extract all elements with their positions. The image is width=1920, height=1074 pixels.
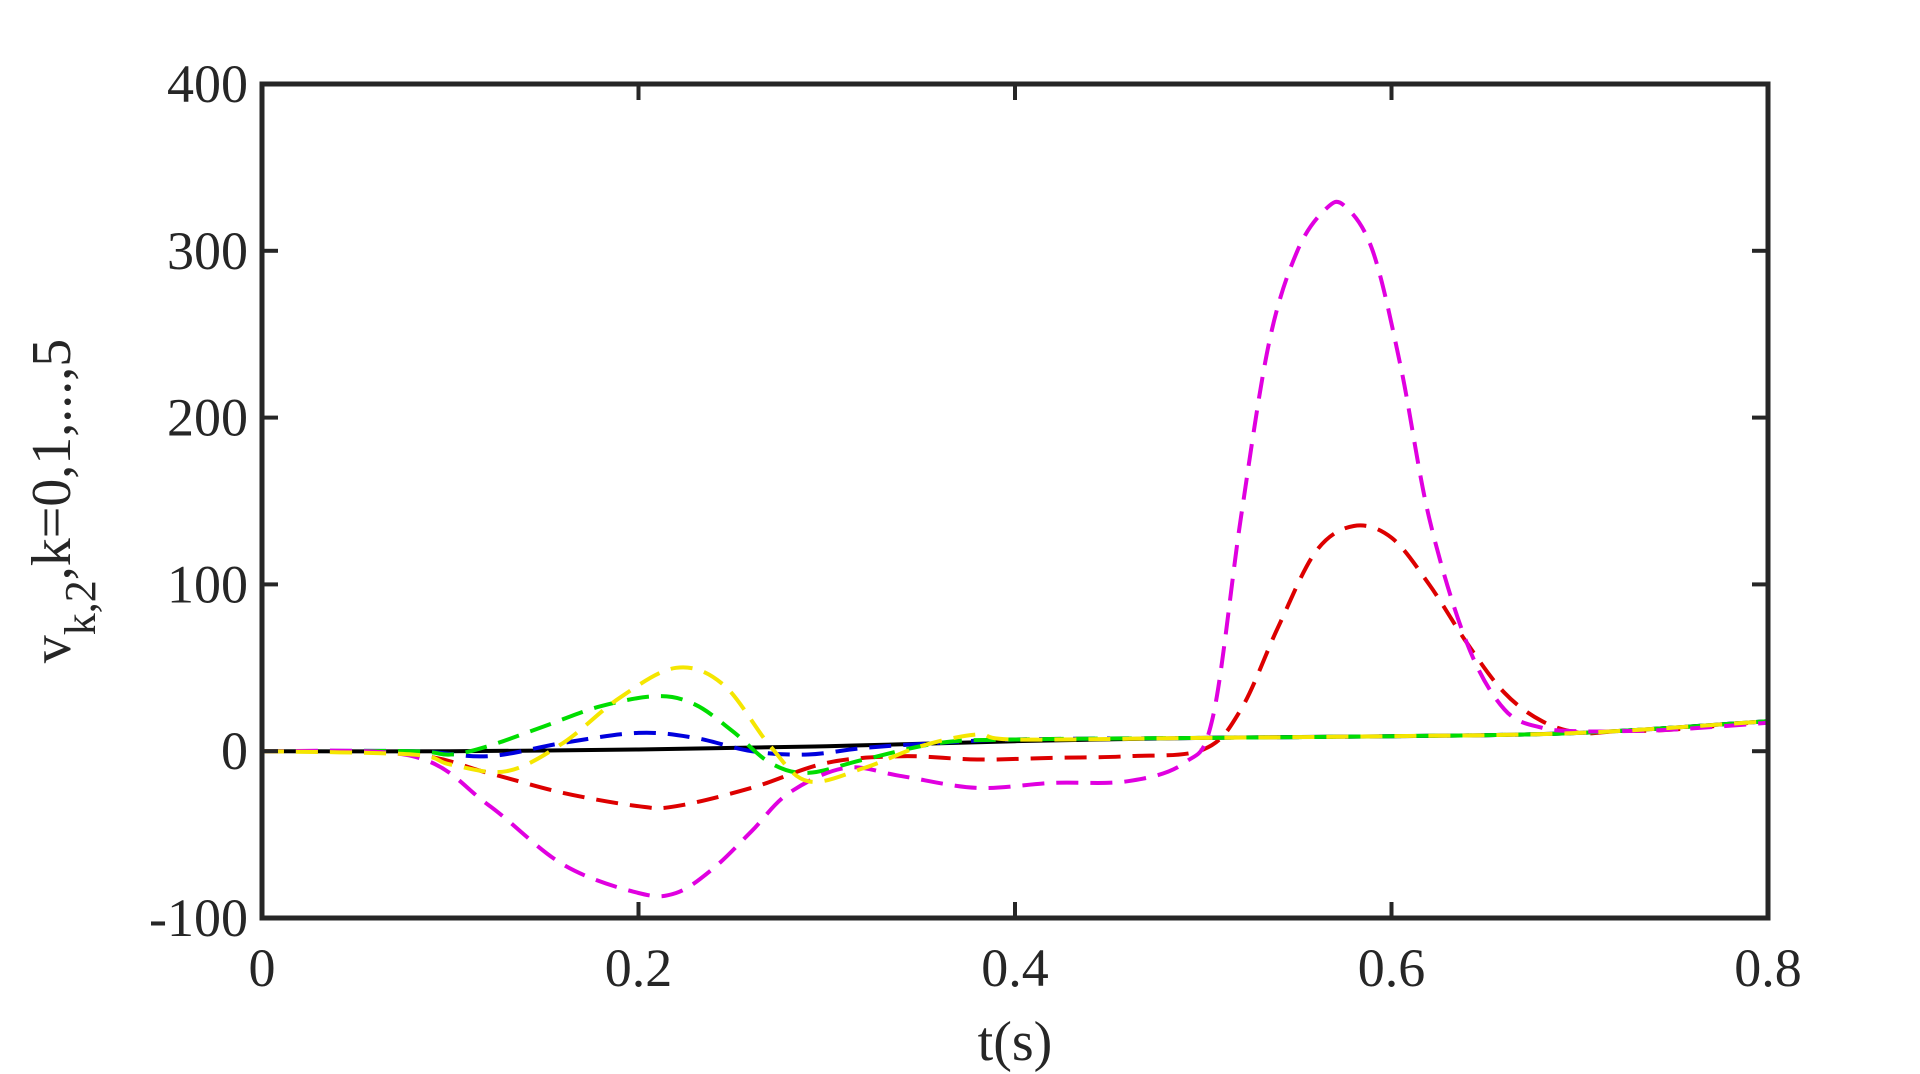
x-tick-label: 0 [249, 938, 276, 998]
plot-frame [259, 81, 1771, 921]
series-line-0 [261, 719, 1769, 754]
series-line-2 [261, 523, 1769, 811]
y-axis-label-base: v [21, 635, 83, 663]
series-line-4 [261, 199, 1769, 899]
y-tick-label: -100 [149, 888, 248, 948]
series-line-3 [261, 694, 1769, 775]
y-tick-label: 200 [167, 388, 248, 448]
y-axis-label-sub: k,2 [56, 580, 105, 635]
series-layer [261, 199, 1769, 899]
y-tick-label: 400 [167, 54, 248, 114]
y-tick-label: 300 [167, 221, 248, 281]
y-axis-label-rest: ,k=0,1,...,5 [21, 339, 83, 581]
x-axis-label: t(s) [978, 1011, 1053, 1073]
series-line-5 [261, 665, 1769, 784]
x-tick-label: 0.6 [1358, 938, 1426, 998]
x-tick-label: 0.4 [981, 938, 1049, 998]
x-tick-label: 0.2 [605, 938, 673, 998]
y-tick-label: 100 [167, 554, 248, 614]
y-axis-label: vk,2,k=0,1,...,5 [21, 339, 105, 664]
x-tick-label: 0.8 [1734, 938, 1802, 998]
y-tick-label: 0 [221, 721, 248, 781]
